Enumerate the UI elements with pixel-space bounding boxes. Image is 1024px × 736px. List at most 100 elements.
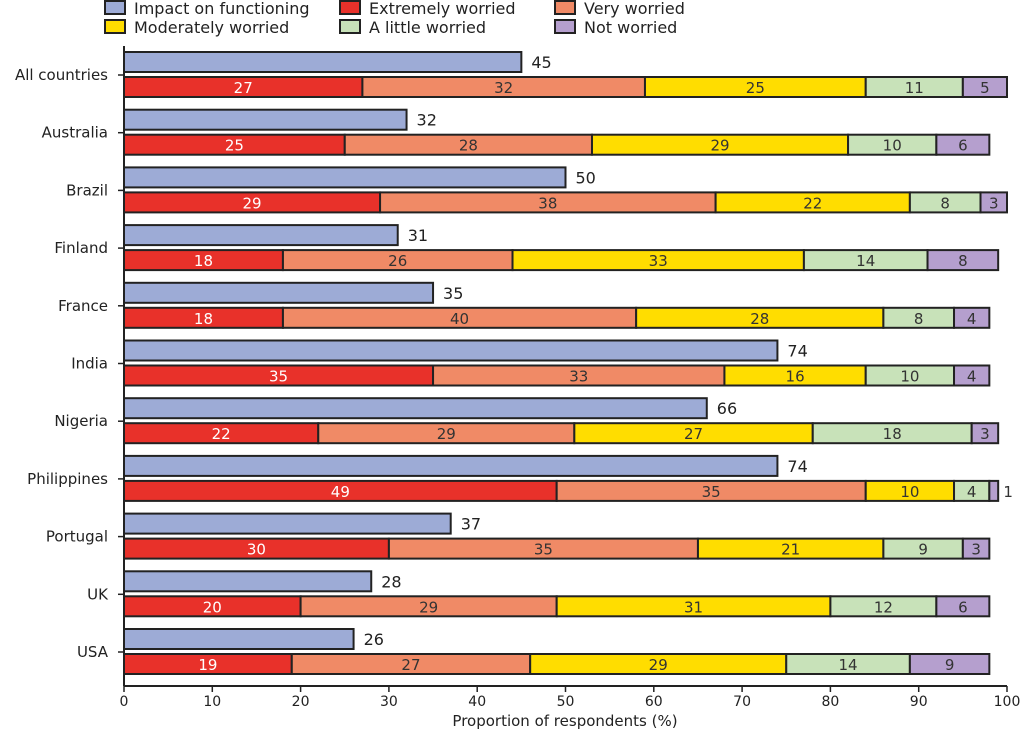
segment-value-label: 25 (225, 137, 244, 155)
impact-value-label: 66 (717, 399, 737, 418)
x-tick-label: 70 (733, 694, 751, 710)
category-group: All countries 45 27 32 25 11 5 (15, 51, 1008, 98)
segment-value-label: 14 (856, 252, 875, 270)
legend-item: Very worried (554, 0, 685, 18)
category-label: Brazil (66, 181, 108, 199)
segment-value-label: 3 (971, 541, 981, 559)
segment-value-label: 27 (684, 425, 703, 443)
segment-value-label: 4 (967, 310, 977, 328)
impact-value-label: 26 (364, 630, 384, 649)
impact-value-label: 50 (576, 168, 596, 187)
segment-value-label: 35 (534, 541, 553, 559)
legend-item: Not worried (554, 18, 677, 37)
legend-item: Moderately worried (104, 18, 289, 37)
legend-swatch (554, 19, 576, 34)
segment-value-label: 4 (967, 368, 977, 386)
segment-value-label: 8 (940, 194, 950, 212)
impact-bar (123, 454, 779, 477)
impact-bar (123, 628, 355, 650)
category-label: All countries (15, 66, 108, 84)
category-group: Philippines 74 49 35 10 4 1 (27, 454, 1013, 502)
legend-label: Very worried (584, 0, 685, 18)
segment-value-label: 31 (684, 598, 703, 616)
impact-value-label: 35 (443, 284, 463, 303)
segment-value-label: 38 (538, 194, 557, 212)
segment-value-label: 30 (247, 541, 266, 559)
impact-bar (123, 512, 452, 535)
category-group: Brazil 50 29 38 22 8 3 (66, 166, 1009, 214)
segment-value-label: 1 (1003, 483, 1013, 501)
segment-value-label: 10 (883, 137, 902, 155)
legend-label: Not worried (584, 18, 677, 37)
segment-value-label: 3 (989, 194, 999, 212)
segment-value-label: 14 (839, 656, 858, 674)
impact-value-label: 28 (381, 572, 401, 591)
segment-value-label: 25 (746, 79, 765, 97)
segment-value-label: 9 (918, 541, 928, 559)
x-tick-label: 100 (994, 694, 1021, 710)
segment-value-label: 5 (980, 79, 990, 97)
x-tick-label: 60 (645, 694, 663, 710)
segment-value-label: 9 (945, 656, 955, 674)
legend-swatch (104, 0, 126, 15)
segment-value-label: 29 (437, 425, 456, 443)
x-tick-label: 40 (468, 694, 486, 710)
segment-value-label: 32 (494, 79, 513, 97)
stacked-segment (935, 133, 991, 156)
segment-value-label: 6 (958, 598, 968, 616)
x-tick-label: 80 (821, 694, 839, 710)
legend-swatch (339, 0, 361, 15)
category-group: UK 28 20 29 31 12 6 (87, 570, 991, 618)
category-label: Philippines (27, 470, 108, 488)
segment-value-label: 22 (803, 194, 822, 212)
segment-value-label: 19 (198, 656, 217, 674)
category-label: Portugal (46, 528, 108, 546)
segment-value-label: 11 (905, 79, 924, 97)
x-tick-label: 50 (557, 694, 575, 710)
category-label: UK (87, 585, 109, 603)
segment-value-label: 35 (269, 368, 288, 386)
stacked-segment (961, 537, 991, 560)
impact-bar (123, 224, 399, 247)
legend-item: A little worried (339, 18, 486, 37)
impact-value-label: 74 (787, 457, 807, 476)
segment-value-label: 6 (958, 137, 968, 155)
segment-value-label: 27 (234, 79, 253, 97)
category-label: Finland (54, 239, 108, 257)
segment-value-label: 4 (967, 483, 977, 501)
x-tick-label: 20 (292, 694, 310, 710)
impact-bar (123, 51, 523, 73)
segment-value-label: 16 (786, 368, 805, 386)
category-label: France (58, 297, 108, 315)
segment-value-label: 29 (242, 194, 261, 212)
segment-value-label: 10 (900, 368, 919, 386)
category-label: USA (77, 643, 109, 661)
category-label: India (71, 355, 108, 373)
segment-value-label: 33 (649, 252, 668, 270)
segment-value-label: 18 (883, 425, 902, 443)
category-label: Nigeria (54, 412, 108, 430)
segment-value-label: 49 (331, 483, 350, 501)
segment-value-label: 22 (212, 425, 231, 443)
impact-bar (123, 339, 779, 362)
category-label: Australia (42, 124, 108, 142)
legend-swatch (104, 19, 126, 34)
impact-bar (123, 281, 435, 304)
segment-value-label: 35 (702, 483, 721, 501)
category-group: Portugal 37 30 35 21 9 3 (46, 512, 991, 560)
segment-value-label: 29 (649, 656, 668, 674)
impact-value-label: 32 (417, 111, 437, 130)
stacked-segment (908, 653, 991, 675)
impact-value-label: 74 (787, 342, 807, 361)
segment-value-label: 21 (781, 541, 800, 559)
impact-value-label: 31 (408, 226, 428, 245)
category-group: Finland 31 18 26 33 14 8 (54, 224, 1000, 272)
category-group: Australia 32 25 28 29 10 6 (42, 108, 991, 156)
category-group: Nigeria 66 22 29 27 18 3 (54, 397, 1000, 445)
stacked-segment (961, 76, 1008, 98)
legend-swatch (554, 0, 576, 15)
legend-item: Extremely worried (339, 0, 516, 18)
category-group: India 74 35 33 16 10 4 (71, 339, 991, 387)
segment-value-label: 26 (388, 252, 407, 270)
segment-value-label: 33 (569, 368, 588, 386)
